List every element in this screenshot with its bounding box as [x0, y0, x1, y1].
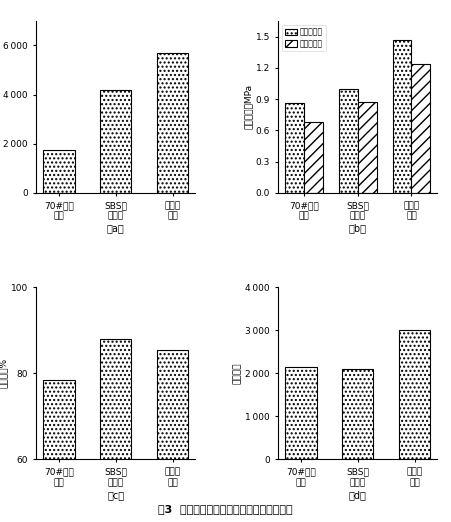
Bar: [285, 103, 304, 193]
Text: 图3  不同种类沥青混合料性能试验结果汇总: 图3 不同种类沥青混合料性能试验结果汇总: [158, 504, 293, 514]
Bar: [358, 102, 377, 193]
Bar: [100, 90, 131, 193]
Bar: [43, 380, 74, 522]
X-axis label: （c）: （c）: [107, 490, 124, 500]
Bar: [285, 367, 317, 459]
Y-axis label: 劈裂比／%: 劈裂比／%: [0, 358, 8, 388]
Bar: [399, 330, 430, 459]
X-axis label: （d）: （d）: [349, 490, 367, 500]
Bar: [100, 339, 131, 522]
Bar: [43, 150, 74, 193]
Y-axis label: 劈裂强度／MPa: 劈裂强度／MPa: [244, 84, 253, 129]
X-axis label: （b）: （b）: [349, 223, 367, 233]
Bar: [342, 369, 373, 459]
X-axis label: （a）: （a）: [107, 223, 124, 233]
Legend: 冻融前强度, 冻融后强度: 冻融前强度, 冻融后强度: [282, 25, 326, 51]
Bar: [339, 89, 358, 193]
Bar: [157, 53, 188, 193]
Bar: [157, 350, 188, 522]
Bar: [411, 64, 430, 193]
Bar: [304, 122, 323, 193]
Bar: [393, 40, 411, 193]
Y-axis label: 破坏应变: 破坏应变: [233, 363, 242, 384]
